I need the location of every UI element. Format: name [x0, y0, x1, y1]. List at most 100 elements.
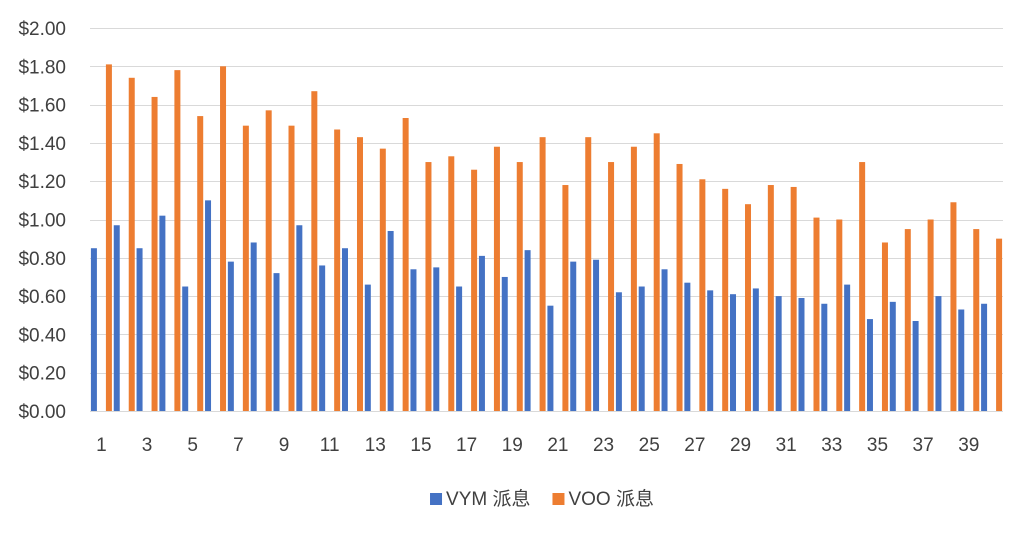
bar	[722, 188, 729, 411]
y-tick-label: $0.60	[18, 287, 66, 308]
bar	[456, 286, 463, 411]
bar	[151, 96, 158, 411]
x-tick-label: 31	[776, 435, 797, 456]
bar	[296, 225, 303, 411]
y-tick-label: $1.00	[18, 211, 66, 232]
bar	[745, 204, 752, 411]
y-tick-label: $0.80	[18, 249, 66, 270]
bar	[973, 229, 980, 411]
x-tick-label: 19	[502, 435, 523, 456]
bar	[927, 219, 934, 411]
bar	[516, 162, 523, 411]
x-tick-label: 23	[593, 435, 614, 456]
bar	[174, 70, 181, 411]
x-tick-label: 3	[142, 435, 153, 456]
bar	[996, 238, 1003, 411]
bar	[227, 261, 234, 411]
bar	[448, 156, 455, 411]
x-tick-label: 33	[821, 435, 842, 456]
bar	[699, 179, 706, 411]
y-tick-label: $1.20	[18, 172, 66, 193]
bar	[844, 284, 851, 411]
bar	[113, 225, 120, 411]
bar	[341, 248, 348, 411]
x-tick-label: 15	[410, 435, 431, 456]
bar	[356, 137, 363, 411]
y-tick-label: $2.00	[18, 19, 66, 40]
x-tick-label: 39	[958, 435, 979, 456]
bar	[471, 169, 478, 411]
bar	[676, 163, 683, 411]
bar	[105, 64, 112, 411]
bar	[242, 125, 249, 412]
bar	[593, 259, 600, 411]
bar	[539, 137, 546, 411]
bar	[524, 250, 531, 411]
bar	[661, 269, 668, 411]
bar	[730, 294, 737, 411]
bar	[615, 292, 622, 411]
bar	[493, 146, 500, 412]
bar	[889, 301, 896, 411]
legend-label: VOO 派息	[568, 488, 654, 510]
x-tick-label: 11	[320, 435, 340, 456]
legend-swatch	[552, 493, 565, 505]
bar	[220, 66, 227, 412]
bar	[311, 91, 318, 411]
x-axis: 1 3 5 7 9 11 13 15 17 19 21 23 25 27 29 31 33 35 37 39	[96, 435, 979, 456]
y-tick-label: $0.00	[18, 402, 66, 423]
bar	[288, 125, 295, 412]
bar	[630, 146, 637, 412]
bar	[813, 217, 820, 411]
bar	[790, 186, 797, 411]
bar	[90, 248, 97, 411]
bar	[250, 242, 257, 411]
bar	[478, 255, 485, 411]
bars	[90, 64, 1003, 412]
y-tick-label: $0.20	[18, 364, 66, 385]
bar	[433, 267, 440, 412]
x-tick-label: 7	[233, 435, 244, 456]
x-tick-label: 25	[639, 435, 660, 456]
legend-label: VYM 派息	[446, 488, 530, 510]
bar	[912, 321, 919, 411]
x-tick-label: 27	[684, 435, 705, 456]
legend-swatch	[430, 493, 443, 505]
bar	[608, 162, 615, 411]
bar	[570, 261, 577, 411]
bar	[197, 116, 204, 411]
y-axis: $0.00 $0.20 $0.40 $0.60 $0.80 $1.00 $1.20 $1.40…	[18, 19, 66, 423]
bar	[821, 303, 828, 411]
bar	[904, 229, 911, 411]
bar	[410, 269, 417, 411]
bar	[501, 276, 508, 411]
x-tick-label: 9	[279, 435, 290, 456]
bar	[379, 148, 386, 411]
x-tick-label: 35	[867, 435, 888, 456]
bar	[859, 162, 866, 411]
x-tick-label: 29	[730, 435, 751, 456]
bar	[159, 215, 166, 411]
bar	[402, 118, 409, 411]
x-tick-label: 17	[456, 435, 477, 456]
bar	[798, 298, 805, 411]
bar	[775, 296, 782, 411]
bar	[547, 305, 554, 411]
bar	[866, 319, 873, 411]
bar	[425, 162, 432, 411]
bar	[136, 248, 143, 411]
bar	[387, 230, 394, 411]
bar	[653, 133, 660, 411]
x-tick-label: 13	[365, 435, 386, 456]
bar	[364, 284, 371, 411]
bar	[836, 219, 843, 411]
x-tick-label: 37	[913, 435, 934, 456]
bar	[981, 303, 988, 411]
bar	[585, 137, 592, 411]
gridlines	[90, 28, 1003, 412]
bar	[950, 202, 957, 411]
bar	[638, 286, 645, 411]
bar	[334, 129, 341, 411]
